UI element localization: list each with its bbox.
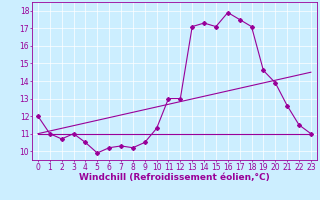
- X-axis label: Windchill (Refroidissement éolien,°C): Windchill (Refroidissement éolien,°C): [79, 173, 270, 182]
